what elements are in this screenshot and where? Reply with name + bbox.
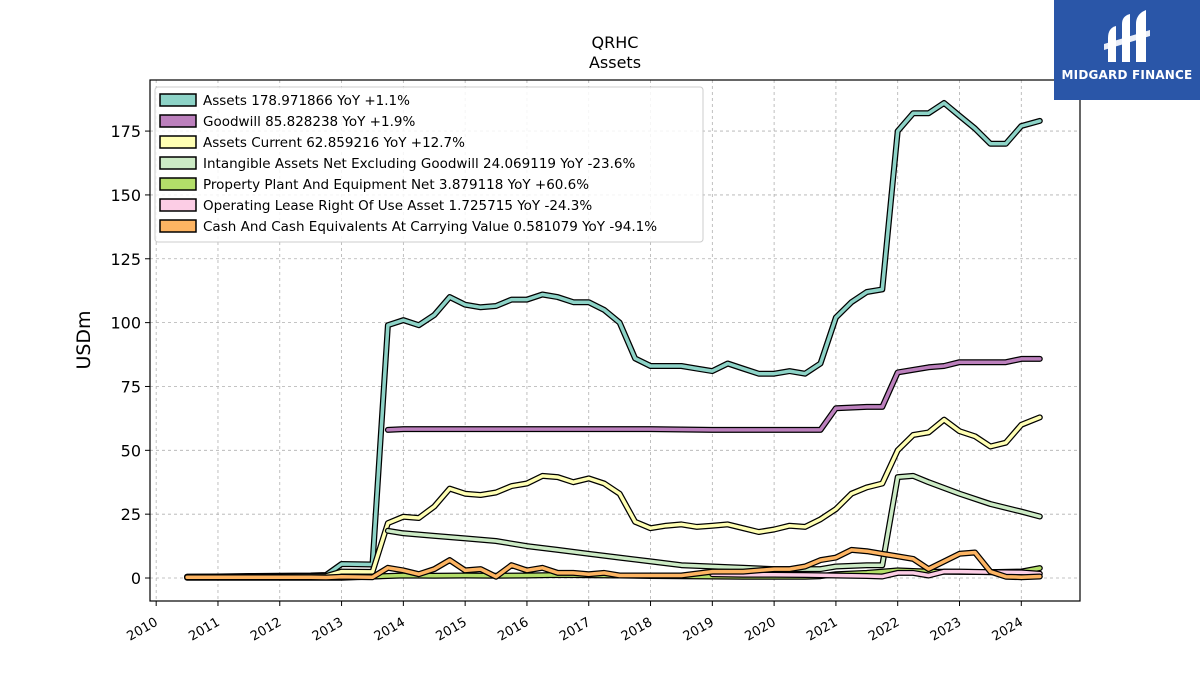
legend-swatch <box>159 93 197 107</box>
x-axis: 2010 2011 2012 2013 2014 2015 2016 2017 2018 2019… <box>125 601 1026 644</box>
x-tick-label: 2012 <box>248 615 284 645</box>
legend-label: Cash And Cash Equivalents At Carrying Va… <box>203 219 657 235</box>
x-tick-label: 2011 <box>186 615 222 645</box>
series-line-stroke <box>185 101 1042 579</box>
x-tick-label: 2010 <box>125 615 161 645</box>
logo-mark-icon <box>1104 10 1150 62</box>
legend-item: Operating Lease Right Of Use Asset 1.725… <box>159 198 592 214</box>
plot-frame <box>149 79 1081 602</box>
y-tick-label: 125 <box>110 250 141 269</box>
series-line <box>709 568 1043 580</box>
legend-item: Cash And Cash Equivalents At Carrying Va… <box>159 219 657 235</box>
y-axis-label: USDm <box>73 310 95 369</box>
series-line <box>184 546 1043 581</box>
legend-swatch <box>159 219 197 233</box>
legend-item: Goodwill 85.828238 YoY +1.9% <box>159 114 415 130</box>
series-line <box>184 100 1043 580</box>
legend-label: Assets Current 62.859216 YoY +12.7% <box>203 135 465 151</box>
x-tick-label: 2020 <box>742 615 778 645</box>
legend-swatch <box>159 177 197 191</box>
y-tick-label: 100 <box>110 314 141 333</box>
legend-item: Assets 178.971866 YoY +1.1% <box>159 93 410 109</box>
x-tick-label: 2013 <box>310 615 346 645</box>
legend-box <box>154 86 704 243</box>
series-line-stroke <box>386 357 1042 432</box>
series-line-stroke <box>185 548 1042 580</box>
series-line-outline <box>184 414 1043 580</box>
y-tick-label: 50 <box>121 441 141 460</box>
x-tick-label: 2023 <box>928 615 964 645</box>
legend-swatch <box>159 114 197 128</box>
legend-item: Assets Current 62.859216 YoY +12.7% <box>159 135 465 151</box>
series-line <box>184 414 1043 580</box>
y-tick-label: 25 <box>121 505 141 524</box>
legend-label: Intangible Assets Net Excluding Goodwill… <box>203 156 635 172</box>
x-tick-label: 2014 <box>372 615 408 645</box>
x-tick-label: 2024 <box>990 615 1026 645</box>
x-tick-label: 2017 <box>557 615 593 645</box>
x-tick-label: 2022 <box>866 615 902 645</box>
y-tick-label: 75 <box>121 377 141 396</box>
legend-swatch <box>159 198 197 212</box>
brand-logo: MIDGARD FINANCE <box>1054 0 1200 100</box>
legend-item: Intangible Assets Net Excluding Goodwill… <box>159 156 635 172</box>
logo-text: MIDGARD FINANCE <box>1061 68 1193 82</box>
chart-title: QRHC <box>592 33 639 52</box>
y-tick-label: 0 <box>131 569 141 588</box>
y-tick-label: 150 <box>110 186 141 205</box>
legend-item: Property Plant And Equipment Net 3.87911… <box>159 177 589 193</box>
legend-label: Operating Lease Right Of Use Asset 1.725… <box>203 198 592 214</box>
legend-swatch <box>159 135 197 149</box>
series-line <box>384 472 1043 573</box>
legend: Assets 178.971866 YoY +1.1% Goodwill 85.8… <box>154 86 704 243</box>
x-tick-label: 2016 <box>495 615 531 645</box>
legend-label: Goodwill 85.828238 YoY +1.9% <box>203 114 415 130</box>
x-tick-label: 2019 <box>681 615 717 645</box>
series-lines <box>184 100 1043 581</box>
x-tick-label: 2018 <box>619 615 655 645</box>
series-line-stroke <box>185 415 1042 579</box>
series-line-stroke <box>710 569 1042 579</box>
x-tick-label: 2015 <box>434 615 470 645</box>
chart-subtitle: Assets <box>589 53 641 72</box>
legend-swatch <box>159 156 197 170</box>
series-line <box>384 355 1043 433</box>
y-tick-label: 175 <box>110 122 141 141</box>
series-line-outline <box>384 472 1043 573</box>
x-tick-label: 2021 <box>804 615 840 645</box>
legend-label: Property Plant And Equipment Net 3.87911… <box>203 177 589 193</box>
y-axis: 0 25 50 75 100 125 150 175 <box>110 122 150 588</box>
legend-label: Assets 178.971866 YoY +1.1% <box>203 93 410 109</box>
